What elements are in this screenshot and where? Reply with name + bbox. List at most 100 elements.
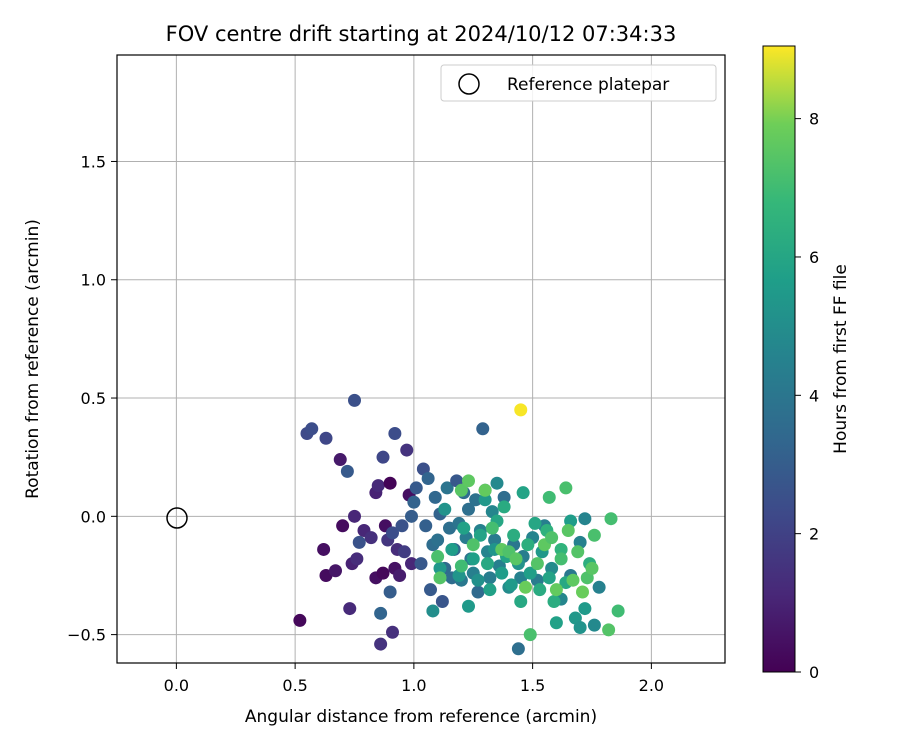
data-point: [395, 519, 409, 533]
data-point: [576, 585, 589, 599]
data-point: [516, 486, 530, 500]
data-point: [374, 637, 388, 651]
data-point: [340, 464, 354, 478]
legend: Reference platepar: [440, 64, 717, 102]
colorbar-label: Hours from first FF file: [831, 264, 851, 454]
data-point: [445, 542, 459, 556]
y-axis-ticks: −0.5 0.0 0.5 1.0 1.5: [67, 152, 117, 645]
colorbar-gradient: [762, 45, 796, 673]
data-point: [419, 519, 433, 533]
data-point: [371, 479, 385, 493]
data-point: [571, 545, 585, 559]
data-point: [424, 583, 437, 597]
colorbar-tick-label: 2: [809, 525, 819, 544]
data-point: [364, 531, 378, 545]
data-point: [469, 493, 483, 507]
data-point: [514, 403, 528, 417]
data-point: [374, 606, 388, 620]
data-point: [414, 557, 428, 571]
data-point: [426, 604, 440, 618]
data-point: [578, 512, 592, 526]
data-point: [604, 512, 618, 526]
legend-marker-icon: [458, 73, 480, 95]
data-point: [376, 566, 390, 580]
data-point: [433, 561, 447, 575]
legend-label: Reference platepar: [507, 75, 669, 95]
data-point: [348, 509, 361, 523]
data-point: [333, 453, 347, 467]
data-point: [507, 528, 521, 542]
data-point: [549, 616, 563, 630]
x-axis-ticks: 0.0 0.5 1.0 1.5 2.0: [164, 663, 664, 695]
x-tick-label: 0.0: [164, 676, 189, 695]
x-axis-label: Angular distance from reference (arcmin): [245, 707, 597, 727]
y-tick-label: 1.5: [81, 152, 106, 171]
data-point: [440, 481, 454, 495]
data-point: [393, 568, 407, 582]
y-tick-label: −0.5: [67, 626, 106, 645]
data-point: [611, 604, 625, 618]
legend-box: [440, 64, 717, 102]
data-point: [483, 571, 497, 585]
data-point: [438, 502, 452, 516]
data-point: [523, 628, 537, 642]
data-point: [483, 583, 497, 597]
data-point: [545, 531, 559, 545]
data-point: [350, 552, 364, 566]
grid: [117, 55, 725, 663]
data-point: [317, 542, 331, 556]
data-point: [519, 580, 532, 594]
data-point: [376, 450, 390, 464]
y-tick-label: 1.0: [81, 271, 106, 290]
data-point: [528, 516, 542, 530]
data-point: [343, 602, 357, 616]
data-point: [523, 566, 537, 580]
data-point: [497, 490, 511, 504]
data-point: [592, 580, 606, 594]
data-point: [329, 564, 342, 578]
data-point: [352, 535, 366, 549]
x-tick-label: 0.5: [282, 676, 307, 695]
data-point: [471, 573, 485, 587]
data-point: [462, 599, 475, 613]
data-point: [490, 476, 504, 490]
data-point: [554, 552, 568, 566]
data-point: [521, 538, 535, 552]
data-point: [602, 623, 616, 637]
colorbar: 0 2 4 6 8 Hours from first FF file: [762, 45, 851, 682]
data-point: [542, 571, 556, 585]
data-point: [587, 618, 601, 632]
data-point: [511, 642, 525, 656]
colorbar-tick-label: 0: [809, 663, 819, 682]
data-point: [383, 476, 397, 490]
data-point: [542, 490, 556, 504]
data-point: [397, 545, 411, 559]
data-point: [405, 509, 418, 523]
data-point: [587, 528, 601, 542]
data-point: [336, 519, 350, 533]
data-point: [530, 557, 544, 571]
data-point: [454, 483, 468, 497]
data-point: [554, 542, 568, 556]
data-point: [400, 443, 414, 457]
data-point: [559, 481, 573, 495]
x-tick-label: 1.0: [401, 676, 426, 695]
data-point: [478, 493, 492, 507]
data-point: [435, 594, 449, 608]
data-point: [462, 474, 475, 488]
colorbar-ticks: 0 2 4 6 8: [795, 110, 819, 682]
data-point: [549, 583, 563, 597]
plot-frame: [116, 54, 726, 664]
data-point: [462, 502, 475, 516]
data-point: [509, 552, 523, 566]
data-point: [566, 573, 580, 587]
data-point: [431, 533, 445, 547]
data-point: [504, 578, 518, 592]
data-point: [466, 538, 480, 552]
data-point: [573, 621, 587, 635]
data-point: [319, 431, 333, 445]
data-point: [305, 422, 319, 436]
data-point: [476, 422, 490, 436]
data-point: [561, 524, 575, 538]
